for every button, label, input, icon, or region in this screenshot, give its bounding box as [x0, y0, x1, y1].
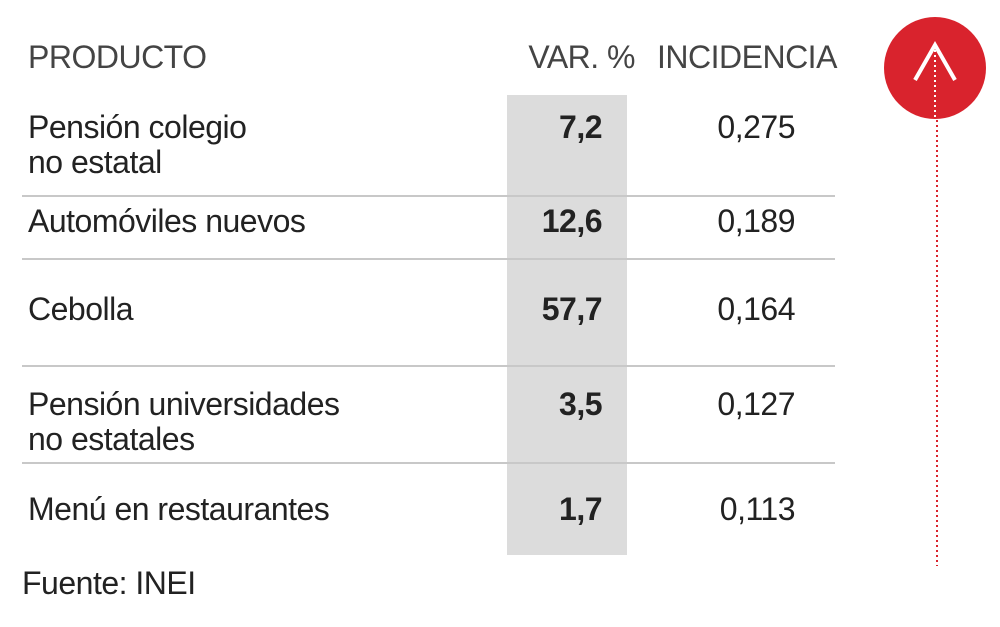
row-divider — [22, 365, 835, 367]
header-var: VAR. % — [528, 39, 635, 75]
product-name: Pensión colegio — [28, 109, 247, 145]
product-name: no estatal — [28, 144, 162, 180]
var-value: 3,5 — [559, 386, 602, 422]
incidence-value: 0,127 — [717, 386, 795, 422]
var-value: 7,2 — [559, 109, 602, 145]
incidence-value: 0,164 — [717, 291, 795, 327]
product-name: Cebolla — [28, 291, 134, 327]
circle — [884, 17, 986, 119]
column-highlight — [507, 95, 627, 555]
row-divider — [22, 258, 835, 260]
var-value: 57,7 — [541, 291, 603, 327]
product-name: Automóviles nuevos — [28, 203, 306, 239]
header-product: PRODUCTO — [28, 39, 207, 75]
incidence-value: 0,189 — [717, 203, 795, 239]
var-value: 1,7 — [559, 491, 602, 527]
row-divider — [22, 195, 835, 197]
product-name: no estatales — [28, 421, 195, 457]
var-value: 12,6 — [541, 203, 603, 239]
incidence-value: 0,113 — [719, 491, 796, 527]
product-name: Pensión universidades — [28, 386, 340, 422]
product-name: Menú en restaurantes — [28, 491, 330, 527]
source: Fuente: INEI — [22, 565, 196, 601]
caret — [913, 40, 957, 81]
row-divider — [22, 462, 835, 464]
incidence-value: 0,275 — [717, 109, 795, 145]
header-incidence: INCIDENCIA — [657, 39, 837, 75]
